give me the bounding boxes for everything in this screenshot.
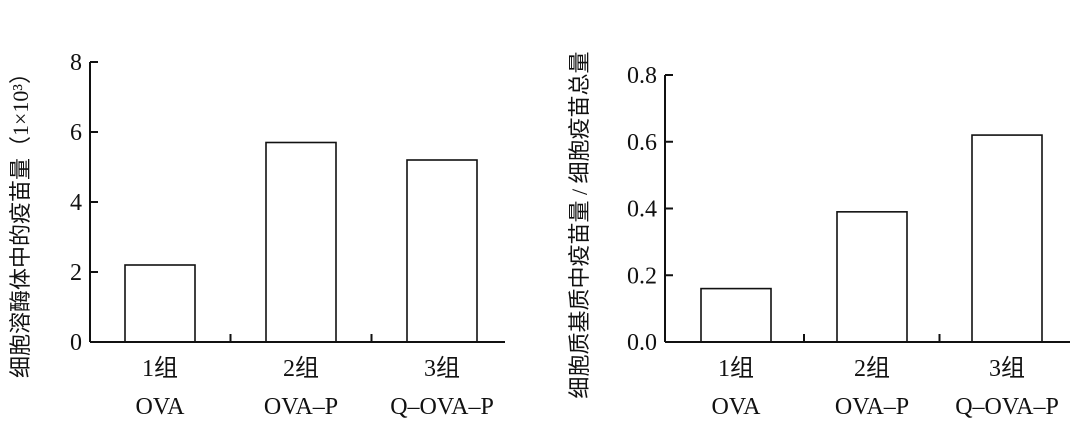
right-category-group-2: 2组 [854,355,890,382]
chart-left: 0 2 4 6 8 1组 OVA 2组 OVA–P 3组 Q–OVA–P 细胞溶酶体中的疫苗量（1×1… [8,50,505,420]
right-bar-1 [700,287,772,343]
left-bar-3 [406,159,478,343]
left-category-name-3: Q–OVA–P [390,394,494,420]
right-category-name-2: OVA–P [835,394,909,420]
right-bar-2 [836,211,908,343]
left-bar-1 [124,264,196,343]
left-category-group-1: 1组 [142,355,178,382]
left-ytick-label-2: 4 [70,190,82,216]
right-category-name-1: OVA [712,394,762,420]
right-ytick-label-0: 0.0 [627,330,657,356]
right-ytick-label-4: 0.8 [627,63,657,89]
left-category-name-2: OVA–P [264,394,338,420]
left-ytick-label-1: 2 [70,260,82,286]
right-ytick-label-2: 0.4 [627,197,657,223]
right-category-name-3: Q–OVA–P [955,394,1059,420]
right-category-group-3: 3组 [989,355,1025,382]
left-category-group-3: 3组 [424,355,460,382]
right-y-axis-label: 细胞质基质中疫苗量 / 细胞疫苗总量 [567,51,592,398]
left-ytick-label-4: 8 [70,50,82,76]
chart-right: 0.0 0.2 0.4 0.6 0.8 1组 OVA 2组 OVA–P 3组 Q–OVA–P 细胞质基… [567,51,1070,420]
left-bar-2 [265,141,337,343]
left-ytick-label-3: 6 [70,120,82,146]
left-category-name-1: OVA [136,394,186,420]
left-ytick-label-0: 0 [70,330,82,356]
left-category-group-2: 2组 [283,355,319,382]
right-ytick-label-3: 0.6 [627,130,657,156]
right-bar-3 [971,134,1043,343]
right-category-group-1: 1组 [718,355,754,382]
right-ytick-label-1: 0.2 [627,263,657,289]
left-y-axis-label: 细胞溶酶体中的疫苗量（1×10³） [8,62,33,378]
